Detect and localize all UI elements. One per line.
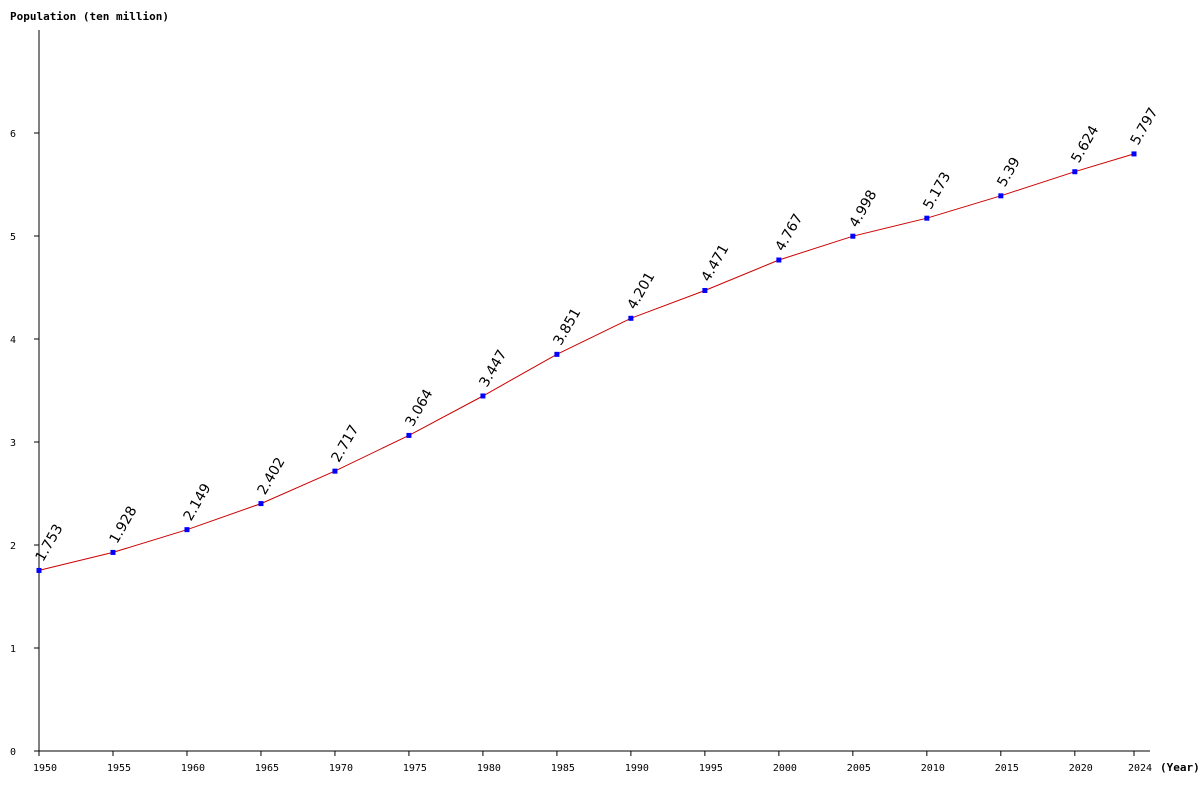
- data-point: [480, 393, 486, 399]
- data-point: [702, 287, 708, 293]
- data-point: [406, 432, 412, 438]
- x-tick-label: 1955: [107, 763, 131, 774]
- y-tick-label: 2: [10, 541, 16, 552]
- data-label: 2.717: [329, 422, 363, 465]
- x-tick-label: 1975: [403, 763, 427, 774]
- y-tick-label: 5: [10, 232, 16, 243]
- series-line: [38, 153, 1135, 571]
- data-label: 5.624: [1068, 123, 1102, 166]
- x-tick-label: 1965: [255, 763, 279, 774]
- x-tick-label: 1990: [625, 763, 649, 774]
- data-point: [924, 215, 930, 221]
- data-point: [110, 549, 116, 555]
- x-tick-label: 1970: [329, 763, 353, 774]
- x-tick-label: 2000: [773, 763, 797, 774]
- data-label: 1.753: [33, 522, 67, 565]
- data-point: [332, 468, 338, 474]
- data-point: [628, 315, 634, 321]
- series-markers: [36, 151, 1137, 573]
- y-tick-label: 1: [10, 644, 16, 655]
- x-tick-label: 2015: [995, 763, 1019, 774]
- data-point: [1131, 151, 1137, 157]
- x-tick-label: 2010: [921, 763, 945, 774]
- data-label: 2.149: [181, 481, 215, 524]
- data-point: [258, 501, 264, 507]
- y-tick-label: 4: [10, 335, 16, 346]
- x-tick-label: 2005: [847, 763, 871, 774]
- data-label: 4.471: [699, 242, 733, 285]
- data-label: 3.851: [551, 306, 585, 349]
- data-label: 5.797: [1128, 105, 1162, 148]
- data-label: 4.201: [625, 270, 659, 313]
- y-tick-label: 3: [10, 438, 16, 449]
- x-axis-ticks: 1950 1955 1960 1965 1970 1975 1980 1985 1990 1995…: [33, 751, 1152, 774]
- y-axis-title: Population (ten million): [10, 10, 169, 23]
- x-tick-label: 2020: [1069, 763, 1093, 774]
- x-tick-label: 1980: [477, 763, 501, 774]
- data-point: [1072, 169, 1078, 175]
- data-label: 5.173: [920, 169, 954, 212]
- y-axis-ticks: 0 1 2 3 4 5 6: [10, 129, 39, 758]
- data-point: [776, 257, 782, 263]
- x-tick-label: 1950: [33, 763, 57, 774]
- y-tick-label: 6: [10, 129, 16, 140]
- x-tick-label: 1985: [551, 763, 575, 774]
- data-label: 2.402: [255, 455, 289, 498]
- x-axis-title: (Year): [1160, 761, 1200, 774]
- x-tick-label: 2024: [1128, 763, 1152, 774]
- data-label: 1.928: [107, 504, 141, 547]
- x-tick-label: 1995: [699, 763, 723, 774]
- y-tick-label: 0: [10, 747, 16, 758]
- data-label: 4.767: [773, 211, 807, 254]
- data-point: [850, 233, 856, 239]
- data-label: 5.39: [994, 155, 1023, 190]
- data-point: [554, 351, 560, 357]
- data-point: [998, 193, 1004, 199]
- data-point: [36, 567, 42, 573]
- data-label: 4.998: [847, 187, 881, 230]
- x-tick-label: 1960: [181, 763, 205, 774]
- data-point: [184, 527, 190, 533]
